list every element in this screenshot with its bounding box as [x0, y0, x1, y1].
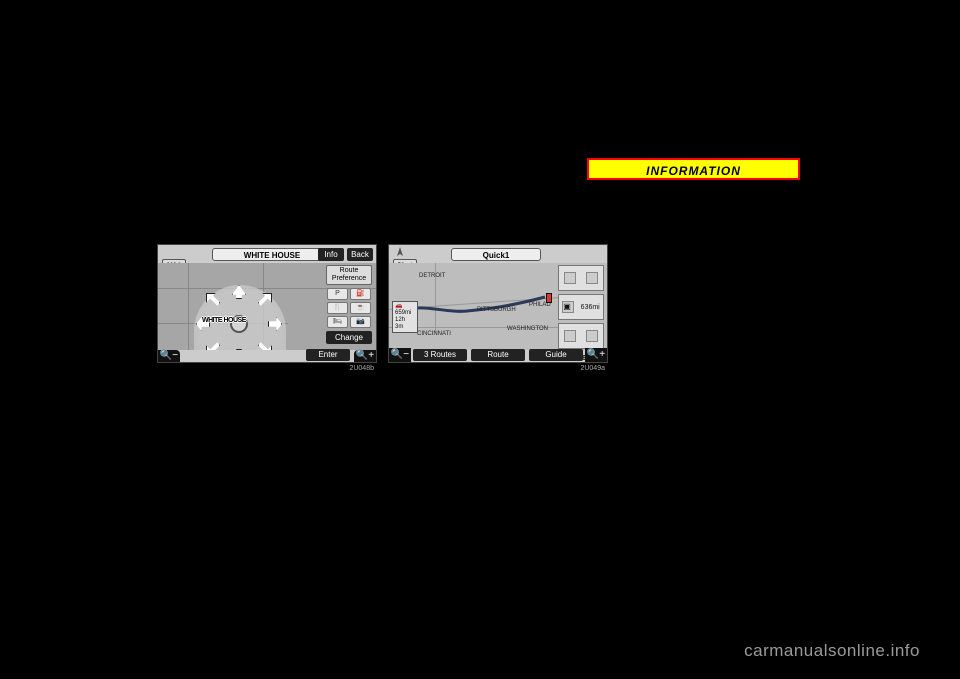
nav-screen-route-overview: Quick1 50 mi DETROITPITTSBURGHPHILADCINC…	[388, 244, 608, 363]
information-banner: INFORMATION	[587, 158, 800, 180]
route-preference-button[interactable]: RoutePreference	[326, 265, 372, 285]
poi-icon[interactable]: 🍴	[327, 302, 348, 314]
toll-icon	[586, 272, 598, 284]
poi-icon[interactable]: P	[327, 288, 348, 300]
three-routes-button[interactable]: 3 Routes	[413, 349, 467, 361]
zoom-in-button[interactable]: 🔍+	[585, 348, 607, 362]
city-label: WASHINGTON	[507, 326, 548, 332]
info-button[interactable]: Info	[318, 248, 344, 261]
highway-icon	[564, 272, 576, 284]
destination-flag-icon	[546, 293, 552, 303]
map-road	[188, 263, 189, 350]
toll-icon	[586, 330, 598, 342]
poi-icon[interactable]: 📷	[350, 316, 371, 328]
segment-row	[558, 265, 604, 291]
eta-hours: 12	[395, 317, 402, 323]
dest-label: WHITE HOUSE	[202, 317, 246, 324]
enter-button[interactable]: Enter	[306, 349, 350, 361]
city-label: CINCINNATI	[417, 331, 451, 337]
back-button[interactable]: Back	[347, 248, 373, 261]
manual-page: INFORMATION WHITE HOUSE 200 ft Info Back…	[0, 0, 960, 679]
city-label: DETROIT	[419, 273, 445, 279]
nav-title: Quick1	[451, 248, 541, 261]
highway-icon	[564, 330, 576, 342]
change-button[interactable]: Change	[326, 331, 372, 344]
route-segments-panel: ▣ 636mi Total 659mi	[558, 265, 604, 337]
eta-box: 🚗 659mi 12h 3m	[392, 301, 418, 333]
flag-icon: ▣	[562, 301, 574, 313]
route-button[interactable]: Route	[471, 349, 525, 361]
poi-shortcut-grid: P ⛽ 🍴 ☕ 🛏 📷	[326, 287, 372, 329]
city-label: PITTSBURGH	[477, 307, 516, 313]
zoom-out-button[interactable]: 🔍−	[158, 350, 180, 362]
poi-icon[interactable]: ☕	[350, 302, 371, 314]
segment-row	[558, 323, 604, 349]
eta-distance: 659	[395, 310, 405, 316]
zoom-out-button[interactable]: 🔍−	[389, 348, 411, 362]
bottom-bar: 🔍− 3 Routes Route Guide 🔍+	[389, 348, 607, 362]
guide-button[interactable]: Guide	[529, 349, 583, 361]
figure-id: 2U049a	[580, 365, 605, 372]
poi-icon[interactable]: 🛏	[327, 316, 348, 328]
zoom-in-button[interactable]: 🔍+	[354, 350, 376, 362]
poi-icon[interactable]: ⛽	[350, 288, 371, 300]
watermark: carmanualsonline.info	[744, 641, 920, 661]
eta-mins: 3	[395, 324, 398, 330]
nav-screen-destination-confirm: WHITE HOUSE 200 ft Info Back WHITE HOUSE…	[157, 244, 377, 363]
nav-title: WHITE HOUSE	[212, 248, 332, 261]
figure-id: 2U048b	[349, 365, 374, 372]
segment-distance: 636mi	[581, 304, 600, 311]
segment-row: ▣ 636mi	[558, 294, 604, 320]
